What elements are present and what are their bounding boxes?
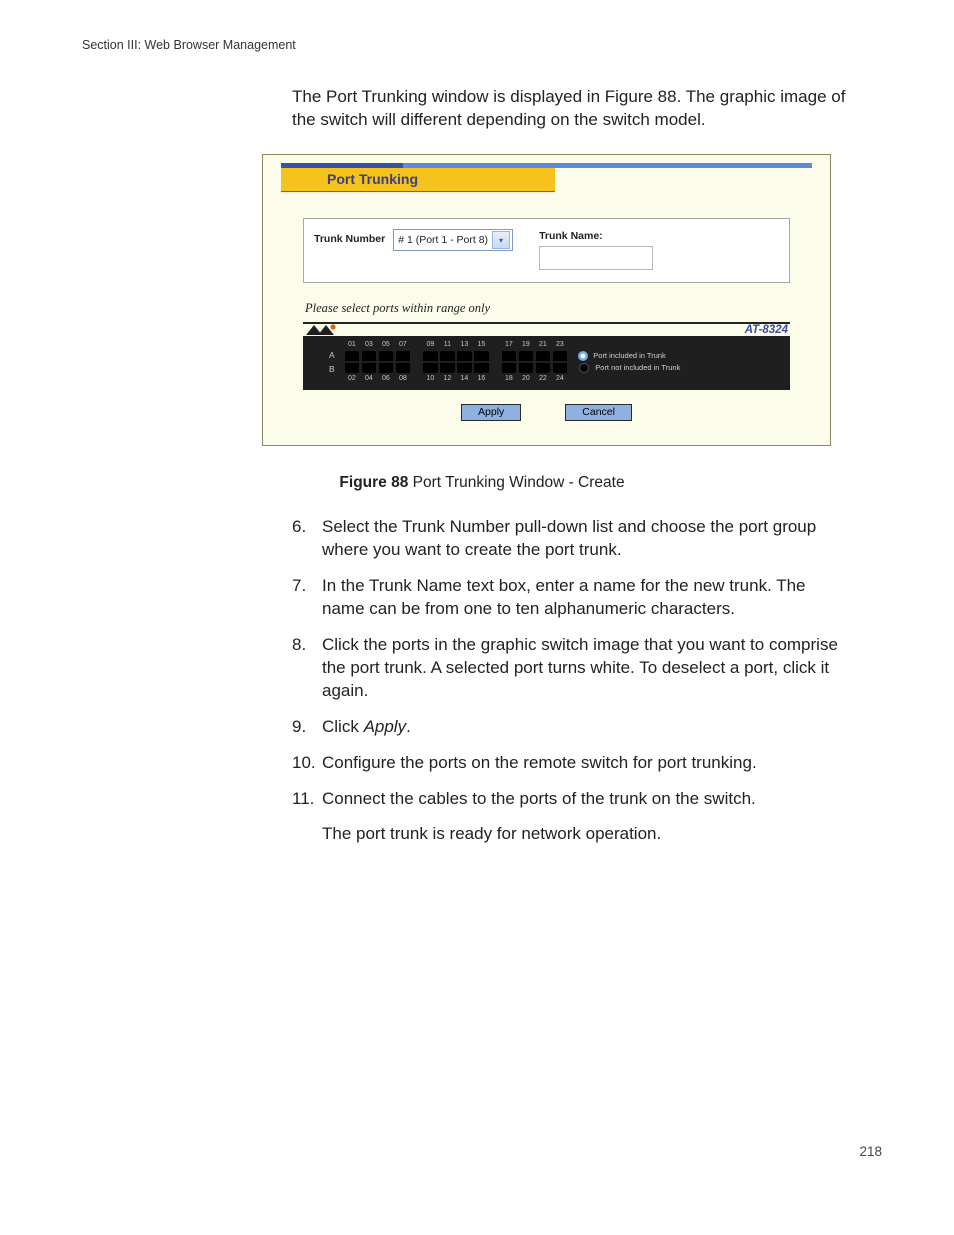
instruction-step: 11.Connect the cables to the ports of th…: [292, 788, 850, 811]
trunk-form-frame: Trunk Number # 1 (Port 1 - Port 8) ▾ Tru…: [303, 218, 790, 283]
switch-model-label: AT-8324: [745, 324, 788, 336]
port[interactable]: [457, 351, 472, 361]
figure-caption: Figure 88 Port Trunking Window - Create: [82, 474, 882, 492]
port[interactable]: [536, 351, 551, 361]
port-row-b[interactable]: [345, 363, 568, 373]
trunk-name-input[interactable]: [539, 246, 653, 270]
chevron-down-icon[interactable]: ▾: [492, 231, 510, 249]
port[interactable]: [502, 363, 517, 373]
port-row-a[interactable]: [345, 351, 568, 361]
port[interactable]: [423, 351, 438, 361]
port[interactable]: [474, 363, 489, 373]
port[interactable]: [345, 351, 360, 361]
page-number: 218: [0, 1144, 954, 1183]
port[interactable]: [457, 363, 472, 373]
title-bar-accent-seg: [281, 163, 403, 169]
instruction-step: 9.Click Apply.: [292, 716, 850, 739]
port[interactable]: [396, 351, 411, 361]
port[interactable]: [536, 363, 551, 373]
trunk-name-label: Trunk Name:: [539, 229, 653, 242]
instruction-list: 6.Select the Trunk Number pull-down list…: [292, 516, 850, 810]
brand-logo-icon: [305, 324, 339, 336]
trunk-number-label: Trunk Number: [314, 229, 385, 245]
port[interactable]: [474, 351, 489, 361]
port[interactable]: [345, 363, 360, 373]
port-numbers-top: 010305070911131517192123: [345, 341, 568, 349]
port[interactable]: [553, 363, 568, 373]
legend-dot-not-included-icon: [579, 363, 589, 373]
port[interactable]: [440, 363, 455, 373]
instruction-step: 8.Click the ports in the graphic switch …: [292, 634, 850, 703]
instruction-step: 10.Configure the ports on the remote swi…: [292, 752, 850, 775]
figure-port-trunking: Port Trunking Trunk Number # 1 (Port 1 -…: [262, 154, 831, 447]
port[interactable]: [396, 363, 411, 373]
closing-line: The port trunk is ready for network oper…: [322, 824, 882, 844]
instruction-step: 6.Select the Trunk Number pull-down list…: [292, 516, 850, 562]
port[interactable]: [440, 351, 455, 361]
port-legend: Port included in Trunk Port not included…: [579, 350, 680, 374]
instruction-step: 7.In the Trunk Name text box, enter a na…: [292, 575, 850, 621]
window-title: Port Trunking: [281, 168, 555, 192]
port[interactable]: [379, 363, 394, 373]
section-header: Section III: Web Browser Management: [82, 38, 882, 52]
row-b-label: B: [329, 364, 335, 374]
trunk-number-select[interactable]: # 1 (Port 1 - Port 8) ▾: [393, 229, 513, 251]
hint-text: Please select ports within range only: [305, 301, 790, 316]
port[interactable]: [362, 351, 377, 361]
legend-included-text: Port included in Trunk: [593, 351, 666, 360]
port[interactable]: [502, 351, 517, 361]
apply-button[interactable]: Apply: [461, 404, 521, 421]
trunk-number-value: # 1 (Port 1 - Port 8): [398, 234, 488, 246]
port-numbers-bottom: 020406081012141618202224: [345, 375, 568, 383]
port[interactable]: [423, 363, 438, 373]
lead-paragraph: The Port Trunking window is displayed in…: [292, 86, 850, 132]
legend-dot-included-icon: [579, 352, 587, 360]
row-a-label: A: [329, 350, 335, 360]
port[interactable]: [379, 351, 394, 361]
port[interactable]: [553, 351, 568, 361]
cancel-button[interactable]: Cancel: [565, 404, 632, 421]
port[interactable]: [519, 363, 534, 373]
switch-graphic: AT-8324 A B 010305070911131517192123 020…: [303, 322, 790, 390]
port[interactable]: [362, 363, 377, 373]
port[interactable]: [519, 351, 534, 361]
legend-not-included-text: Port not included in Trunk: [595, 363, 680, 372]
